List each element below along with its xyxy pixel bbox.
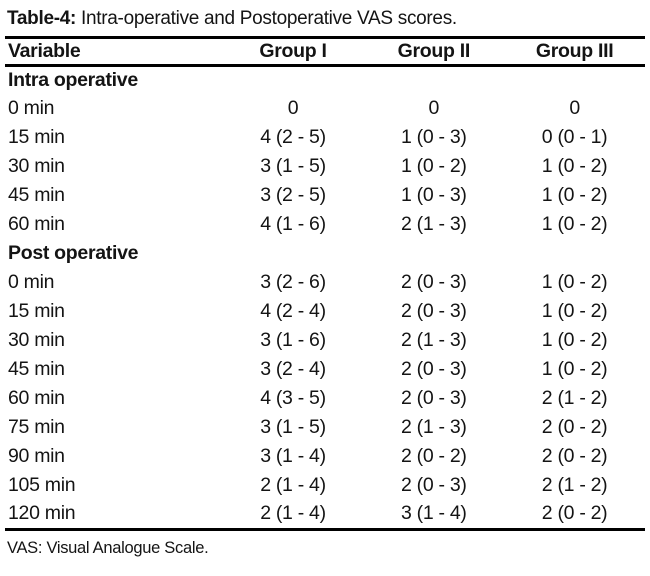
table-row: 0 min 3 (2 - 6) 2 (0 - 3) 1 (0 - 2) [5,268,645,297]
group-2-value: 2 (0 - 3) [401,474,467,496]
row-label: 30 min [8,155,65,177]
row-label: 45 min [8,184,65,206]
group-2-value: 1 (0 - 2) [401,155,467,177]
group-1-value: 2 (1 - 4) [260,502,326,525]
group-3-value: 1 (0 - 2) [541,300,608,322]
row-label: 15 min [8,126,65,148]
table-caption-text: Intra-operative and Postoperative VAS sc… [76,8,457,29]
table-footnote: VAS: Visual Analogue Scale. [7,538,209,557]
group-1-value: 3 (1 - 5) [260,155,326,177]
row-label: 90 min [8,445,65,467]
table-row: 45 min 3 (2 - 4) 2 (0 - 3) 1 (0 - 2) [5,355,645,384]
group-1-value: 4 (3 - 5) [260,387,326,409]
section-header-intraoperative: Intra operative [5,65,645,94]
group-3-value: 0 (0 - 1) [541,126,608,148]
section-header-postoperative: Post operative [5,239,645,268]
row-label: 0 min [8,97,55,119]
column-header-group-3: Group III [504,37,645,67]
group-2-value: 2 (1 - 3) [401,329,467,351]
group-1-value: 3 (1 - 4) [260,445,326,467]
column-header-variable: Variable [5,37,223,67]
table-caption-label: Table-4: [7,8,77,29]
table-row: 30 min 3 (1 - 6) 2 (1 - 3) 1 (0 - 2) [5,326,645,355]
group-3-value: 2 (1 - 2) [541,474,608,496]
table-row: 15 min 4 (2 - 4) 2 (0 - 3) 1 (0 - 2) [5,297,645,326]
group-2-value: 1 (0 - 3) [401,126,467,148]
group-2-value: 2 (1 - 3) [401,416,467,438]
group-1-value: 3 (1 - 5) [260,416,326,438]
group-1-value: 4 (2 - 4) [260,300,326,322]
group-2-value: 3 (1 - 4) [401,502,467,525]
vas-scores-table: Variable Group I Group II Group III Intr… [5,35,645,531]
table-row: 90 min 3 (1 - 4) 2 (0 - 2) 2 (0 - 2) [5,442,645,471]
table-row: 60 min 4 (1 - 6) 2 (1 - 3) 1 (0 - 2) [5,210,645,239]
row-label: 120 min [8,502,76,525]
group-2-value: 0 [428,97,440,119]
table-row: 0 min 0 0 0 [5,94,645,123]
row-label: 60 min [8,213,65,235]
group-1-value: 0 [287,97,299,119]
table-row: 15 min 4 (2 - 5) 1 (0 - 3) 0 (0 - 1) [5,123,645,152]
row-label: 60 min [8,387,65,409]
group-2-value: 2 (1 - 3) [401,213,467,235]
column-header-group-2: Group II [363,37,505,67]
table-caption: Table-4: Intra-operative and Postoperati… [5,5,645,36]
row-label: 105 min [8,474,76,496]
row-label: 30 min [8,329,65,351]
group-2-value: 2 (0 - 2) [401,445,467,467]
column-header-group-1: Group I [222,37,364,67]
table-row: 105 min 2 (1 - 4) 2 (0 - 3) 2 (1 - 2) [5,471,645,500]
group-1-value: 3 (2 - 5) [260,184,326,206]
group-2-value: 2 (0 - 3) [401,387,467,409]
row-label: 15 min [8,300,65,322]
group-3-value: 2 (1 - 2) [541,387,608,409]
group-1-value: 4 (2 - 5) [260,126,326,148]
section-header-label: Post operative [8,242,139,264]
group-3-value: 1 (0 - 2) [541,155,608,177]
table-row: 30 min 3 (1 - 5) 1 (0 - 2) 1 (0 - 2) [5,152,645,181]
group-3-value: 0 [569,97,580,119]
group-1-value: 2 (1 - 4) [260,474,326,496]
group-3-value: 2 (0 - 2) [541,445,608,467]
group-2-value: 1 (0 - 3) [401,184,467,206]
group-3-value: 1 (0 - 2) [541,329,608,351]
group-2-value: 2 (0 - 3) [401,358,467,380]
group-3-value: 1 (0 - 2) [541,184,608,206]
group-1-value: 3 (2 - 4) [260,358,326,380]
group-1-value: 4 (1 - 6) [260,213,326,235]
group-1-value: 3 (2 - 6) [260,271,326,293]
group-3-value: 2 (0 - 2) [541,416,608,438]
section-header-label: Intra operative [8,68,138,91]
table-row: 120 min 2 (1 - 4) 3 (1 - 4) 2 (0 - 2) [5,500,645,529]
row-label: 75 min [8,416,65,438]
table-row: 45 min 3 (2 - 5) 1 (0 - 3) 1 (0 - 2) [5,181,645,210]
group-1-value: 3 (1 - 6) [260,329,326,351]
table-row: 60 min 4 (3 - 5) 2 (0 - 3) 2 (1 - 2) [5,384,645,413]
group-2-value: 2 (0 - 3) [401,300,467,322]
group-2-value: 2 (0 - 3) [401,271,467,293]
table-row: 75 min 3 (1 - 5) 2 (1 - 3) 2 (0 - 2) [5,413,645,442]
group-3-value: 1 (0 - 2) [541,271,608,293]
group-3-value: 1 (0 - 2) [541,213,608,235]
group-3-value: 2 (0 - 2) [541,502,608,525]
group-3-value: 1 (0 - 2) [541,358,608,380]
table-header-row: Variable Group I Group II Group III [5,37,645,67]
row-label: 45 min [8,358,65,380]
row-label: 0 min [8,271,55,293]
